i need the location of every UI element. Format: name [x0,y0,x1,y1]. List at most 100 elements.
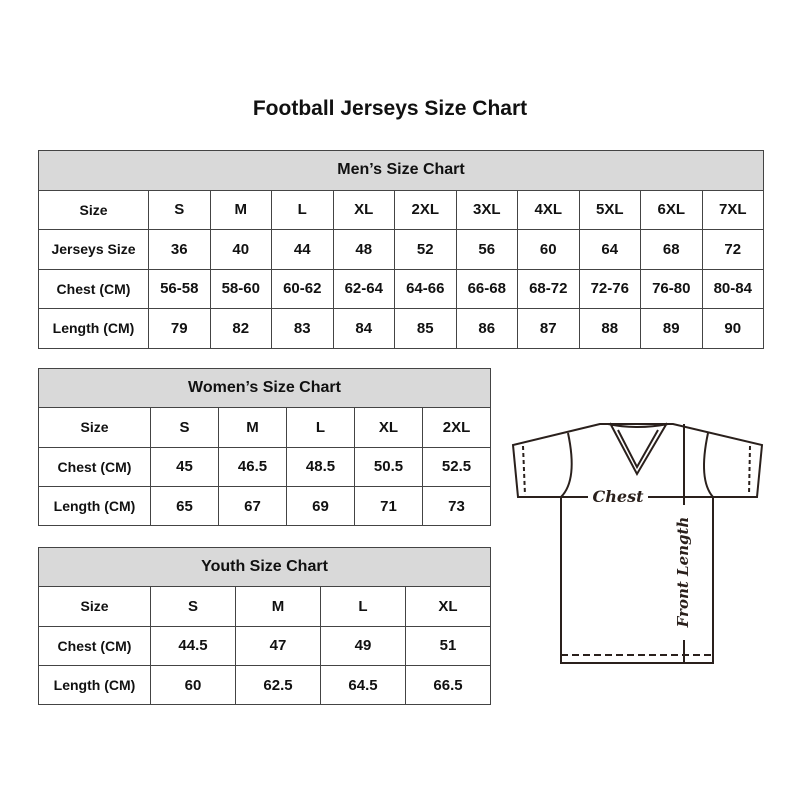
jersey-diagram: Chest Front Length [511,422,764,664]
table-cell: 56-58 [148,268,211,309]
row-label: Jerseys Size [38,229,149,270]
row-label: Size [38,407,151,448]
armhole-left [560,432,573,498]
table-row: Chest (CM) 45 46.5 48.5 50.5 52.5 [38,446,491,487]
table-cell: 4XL [517,189,580,230]
table-cell: XL [405,586,491,627]
table-cell: 64.5 [320,664,406,706]
table-cell: 46.5 [218,446,287,487]
row-label: Length (CM) [38,485,151,527]
table-cell: 72-76 [578,268,641,309]
table-cell: 51 [405,625,491,666]
table-cell: 67 [218,485,287,527]
table-cell: 50.5 [354,446,423,487]
table-cell: 5XL [578,189,641,230]
table-cell: 45 [150,446,219,487]
table-cell: L [271,189,334,230]
table-cell: 72 [701,229,764,270]
table-cell: 82 [209,308,272,349]
table-cell: 64 [578,229,641,270]
table-cell: 44 [271,229,334,270]
sleeve-hem-dashes [522,445,751,496]
table-cell: 62.5 [235,664,321,706]
table-cell: 83 [271,308,334,349]
table-cell: 68-72 [517,268,580,309]
table-cell: 79 [148,308,211,349]
row-label: Size [38,586,151,627]
table-row: Size S M L XL 2XL [38,407,491,448]
row-label: Chest (CM) [38,446,151,487]
table-cell: 44.5 [150,625,236,666]
table-cell: 60 [517,229,580,270]
table-cell: 86 [455,308,518,349]
table-cell: 69 [286,485,355,527]
table-cell: 76-80 [640,268,703,309]
table-cell: 71 [354,485,423,527]
table-cell: 3XL [455,189,518,230]
row-label: Length (CM) [38,308,149,349]
table-cell: 52.5 [422,446,491,487]
table-row: Jerseys Size 36 40 44 48 52 56 60 64 68 72 [38,229,764,270]
page-title: Football Jerseys Size Chart [252,97,528,120]
table-cell: 56 [455,229,518,270]
table-cell: 62-64 [332,268,395,309]
table-cell: 66-68 [455,268,518,309]
table-cell: 84 [332,308,395,349]
row-label: Size [38,189,149,230]
table-cell: 66.5 [405,664,491,706]
table-row: Length (CM) 79 82 83 84 85 86 87 88 89 90 [38,308,764,349]
table-cell: 65 [150,485,219,527]
row-label: Chest (CM) [38,625,151,666]
table-cell: XL [332,189,395,230]
table-cell: 87 [517,308,580,349]
table-cell: 73 [422,485,491,527]
table-cell: 68 [640,229,703,270]
table-row: Size S M L XL [38,586,491,627]
table-cell: 36 [148,229,211,270]
table-cell: 2XL [394,189,457,230]
table-cell: M [235,586,321,627]
table-cell: S [148,189,211,230]
row-label: Length (CM) [38,664,151,706]
table-cell: S [150,407,219,448]
table-cell: 58-60 [209,268,272,309]
table-cell: 48.5 [286,446,355,487]
table-row: Size S M L XL 2XL 3XL 4XL 5XL 6XL 7XL [38,189,764,230]
table-row: Length (CM) 65 67 69 71 73 [38,485,491,527]
table-cell: 40 [209,229,272,270]
table-cell: 49 [320,625,406,666]
table-heading: Women’s Size Chart [38,367,491,409]
youth-size-table: Youth Size Chart Size S M L XL Chest (CM) 44.5 4… [38,546,491,706]
table-cell: 88 [578,308,641,349]
table-row: Length (CM) 60 62.5 64.5 66.5 [38,664,491,706]
table-cell: 60-62 [271,268,334,309]
table-cell: 2XL [422,407,491,448]
table-cell: 47 [235,625,321,666]
table-cell: 6XL [640,189,703,230]
front-length-label: Front Length [674,517,692,629]
jersey-outline [511,423,764,664]
table-cell: 52 [394,229,457,270]
table-cell: L [320,586,406,627]
chest-label: Chest [593,487,645,506]
mens-size-table: Men’s Size Chart Size S M L XL 2XL 3XL 4XL 5XL 6XL… [38,150,764,349]
table-cell: L [286,407,355,448]
table-heading: Youth Size Chart [38,546,491,588]
table-cell: 85 [394,308,457,349]
table-row: Chest (CM) 56-58 58-60 60-62 62-64 64-66 66-68… [38,268,764,309]
womens-size-table: Women’s Size Chart Size S M L XL 2XL Chest (CM)… [38,367,491,527]
table-cell: M [209,189,272,230]
table-heading: Men’s Size Chart [38,150,764,191]
row-label: Chest (CM) [38,268,149,309]
table-cell: 7XL [701,189,764,230]
table-row: Chest (CM) 44.5 47 49 51 [38,625,491,666]
table-cell: XL [354,407,423,448]
armhole-right [703,432,714,498]
table-cell: S [150,586,236,627]
table-cell: 48 [332,229,395,270]
table-cell: M [218,407,287,448]
table-cell: 60 [150,664,236,706]
table-cell: 64-66 [394,268,457,309]
collar [600,422,673,477]
table-cell: 90 [701,308,764,349]
